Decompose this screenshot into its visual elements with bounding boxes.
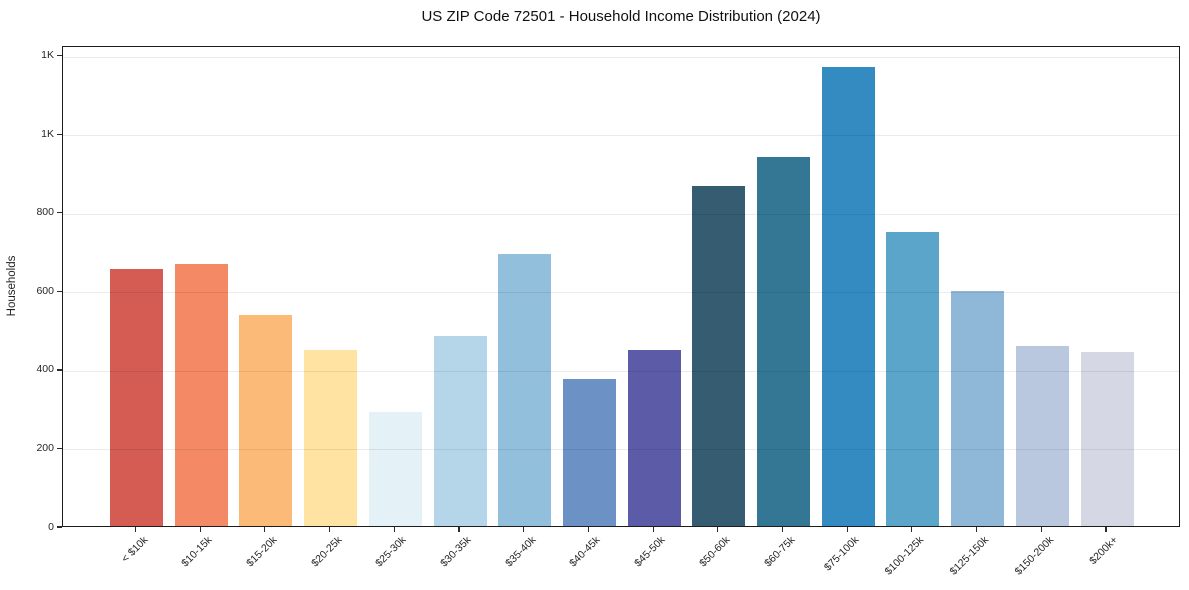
y-tick-mark bbox=[57, 526, 62, 528]
x-tick-mark bbox=[976, 527, 978, 532]
x-tick-mark bbox=[199, 527, 201, 532]
gridline-1000 bbox=[63, 135, 1179, 137]
y-tick-label: 1K bbox=[41, 127, 54, 140]
bar-3 bbox=[239, 315, 293, 526]
y-tick-mark bbox=[57, 369, 62, 371]
y-tick-label: 600 bbox=[36, 284, 54, 297]
bar-9 bbox=[627, 350, 681, 526]
x-tick-mark bbox=[1040, 527, 1042, 532]
gridline-400 bbox=[63, 370, 1179, 372]
x-tick-mark bbox=[1105, 527, 1107, 532]
bar-2 bbox=[174, 264, 228, 526]
chart-title: US ZIP Code 72501 - Household Income Dis… bbox=[421, 8, 821, 25]
x-tick-mark bbox=[652, 527, 654, 532]
bar-6 bbox=[433, 335, 487, 526]
y-tick-mark bbox=[57, 55, 62, 57]
x-tick-mark bbox=[134, 527, 137, 532]
bar-5 bbox=[368, 412, 422, 526]
bar-8 bbox=[562, 379, 616, 526]
x-tick-mark bbox=[523, 527, 525, 532]
y-tick-label: 800 bbox=[36, 206, 54, 219]
gridline-800 bbox=[63, 213, 1179, 215]
bar-1 bbox=[110, 269, 163, 526]
x-tick-mark bbox=[458, 527, 460, 532]
x-tick-mark bbox=[329, 527, 331, 532]
bar-10 bbox=[692, 185, 746, 526]
bar-11 bbox=[757, 156, 810, 526]
x-tick-mark bbox=[846, 527, 848, 532]
x-tick-mark bbox=[393, 527, 395, 532]
bar-13 bbox=[886, 232, 940, 526]
y-tick-mark bbox=[57, 133, 62, 135]
gridline-1200 bbox=[63, 56, 1179, 58]
y-tick-mark bbox=[57, 290, 62, 292]
bar-14 bbox=[951, 291, 1005, 526]
x-tick-mark bbox=[911, 527, 913, 532]
y-tick-label: 400 bbox=[36, 363, 54, 376]
plot-area bbox=[62, 46, 1180, 527]
bar-4 bbox=[304, 349, 358, 526]
x-tick-mark bbox=[587, 527, 589, 532]
y-tick-label: 200 bbox=[36, 441, 54, 454]
x-tick-mark bbox=[781, 527, 784, 532]
bar-7 bbox=[498, 254, 552, 526]
gridline-200 bbox=[63, 449, 1179, 451]
bar-15 bbox=[1015, 345, 1069, 526]
y-tick-label: 1K bbox=[41, 49, 54, 62]
y-tick-mark bbox=[57, 447, 62, 450]
gridline-600 bbox=[63, 292, 1179, 294]
bar-12 bbox=[821, 67, 875, 526]
bar-16 bbox=[1080, 352, 1134, 526]
y-tick-mark bbox=[57, 212, 62, 214]
x-tick-mark bbox=[264, 527, 266, 532]
y-tick-label: 0 bbox=[48, 520, 54, 533]
x-tick-mark bbox=[717, 527, 719, 532]
